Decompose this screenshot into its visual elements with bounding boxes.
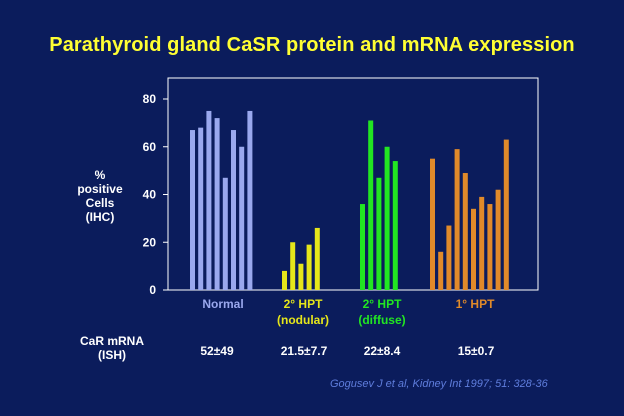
mrna-value-diffuse: 22±8.4: [363, 344, 401, 358]
bar: [231, 130, 236, 290]
bar: [360, 204, 365, 290]
plot-frame: [167, 77, 539, 291]
citation: Gogusev J et al, Kidney Int 1997; 51: 32…: [330, 378, 548, 390]
y-axis-label: % positive Cells (IHC): [60, 168, 140, 224]
y-axis-label-line: %: [94, 168, 106, 182]
bar: [214, 118, 220, 290]
bar: [495, 189, 501, 290]
mrna-label: CaR mRNA (ISH): [62, 334, 162, 362]
mrna-label-line: (ISH): [98, 348, 126, 362]
bar: [222, 177, 228, 290]
bar: [438, 251, 444, 290]
slide-title: Parathyroid gland CaSR protein and mRNA …: [49, 34, 575, 56]
y-tick-label: 60: [143, 140, 157, 154]
bar: [282, 270, 287, 290]
category-label: 2° HPT: [284, 297, 323, 311]
bar: [392, 161, 398, 290]
y-axis-label-line: positive: [77, 182, 123, 196]
bar: [290, 242, 296, 290]
bar: [462, 173, 468, 290]
y-axis-label-line: Cells: [85, 196, 115, 210]
mrna-value-nodular: 21.5±7.7: [280, 344, 328, 358]
mrna-value-primary: 15±0.7: [457, 344, 495, 358]
bar: [368, 120, 374, 290]
bar: [487, 204, 493, 290]
bar: [298, 263, 304, 290]
y-tick-label: 80: [143, 92, 157, 106]
category-label: 2° HPT: [363, 297, 402, 311]
bar: [479, 196, 485, 290]
bar: [430, 158, 435, 290]
y-tick-label: 40: [143, 188, 157, 202]
mrna-label-line: CaR mRNA: [79, 334, 144, 348]
bar: [306, 244, 312, 290]
mrna-value-normal: 52±49: [200, 344, 234, 358]
bar: [239, 146, 245, 290]
category-label: (nodular): [277, 313, 329, 327]
bar: [314, 227, 320, 290]
bar: [198, 127, 204, 291]
y-axis-label-line: (IHC): [85, 210, 115, 224]
bar: [503, 139, 509, 290]
y-tick-label: 20: [143, 235, 157, 249]
bar: [446, 225, 452, 290]
category-label: (diffuse): [358, 313, 405, 327]
category-label: 1° HPT: [456, 297, 495, 311]
bar: [206, 110, 212, 290]
y-tick-label: 0: [149, 283, 156, 297]
bar: [376, 177, 382, 290]
bar: [247, 110, 253, 290]
category-label: Normal: [202, 297, 243, 311]
bar: [454, 149, 460, 290]
bar: [190, 130, 195, 290]
bar: [471, 208, 476, 290]
bar: [384, 146, 390, 290]
